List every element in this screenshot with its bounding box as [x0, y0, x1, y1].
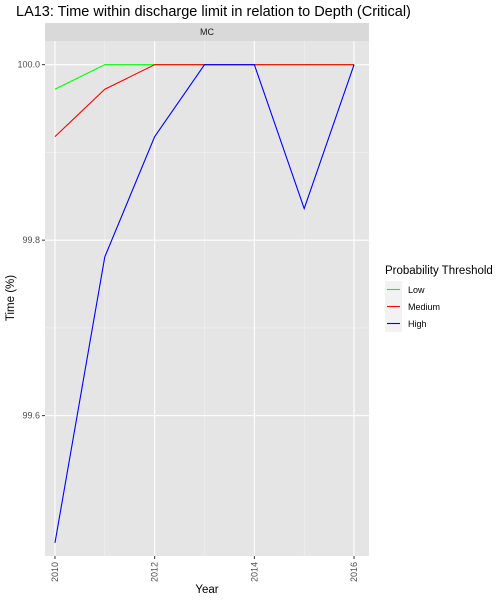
x-tick-label: 2010 — [50, 562, 60, 582]
legend-label-medium: Medium — [408, 302, 440, 312]
x-axis-ticks: 2010 2012 2014 2016 — [50, 556, 359, 582]
facet-label: MC — [200, 27, 214, 37]
legend-title: Probability Threshold — [385, 265, 493, 277]
chart-title: LA13: Time within discharge limit in rel… — [16, 4, 411, 20]
y-tick-label: 99.8 — [22, 235, 40, 245]
facet-strip — [45, 23, 369, 41]
plot-panel — [45, 41, 369, 556]
y-tick-label: 100.0 — [17, 60, 40, 70]
y-axis-ticks: 99.6 99.8 100.0 — [17, 60, 45, 421]
y-axis-title: Time (%) — [5, 275, 17, 321]
x-tick-label: 2014 — [249, 562, 259, 582]
y-tick-label: 99.6 — [22, 411, 40, 421]
x-tick-label: 2012 — [150, 562, 160, 582]
legend-label-high: High — [408, 319, 427, 329]
legend-label-low: Low — [408, 285, 425, 295]
x-axis-title: Year — [195, 584, 218, 596]
legend: Probability Threshold Low Medium High — [385, 265, 493, 332]
x-tick-label: 2016 — [349, 562, 359, 582]
series-lines — [54, 64, 355, 543]
series-line-high — [54, 64, 355, 543]
